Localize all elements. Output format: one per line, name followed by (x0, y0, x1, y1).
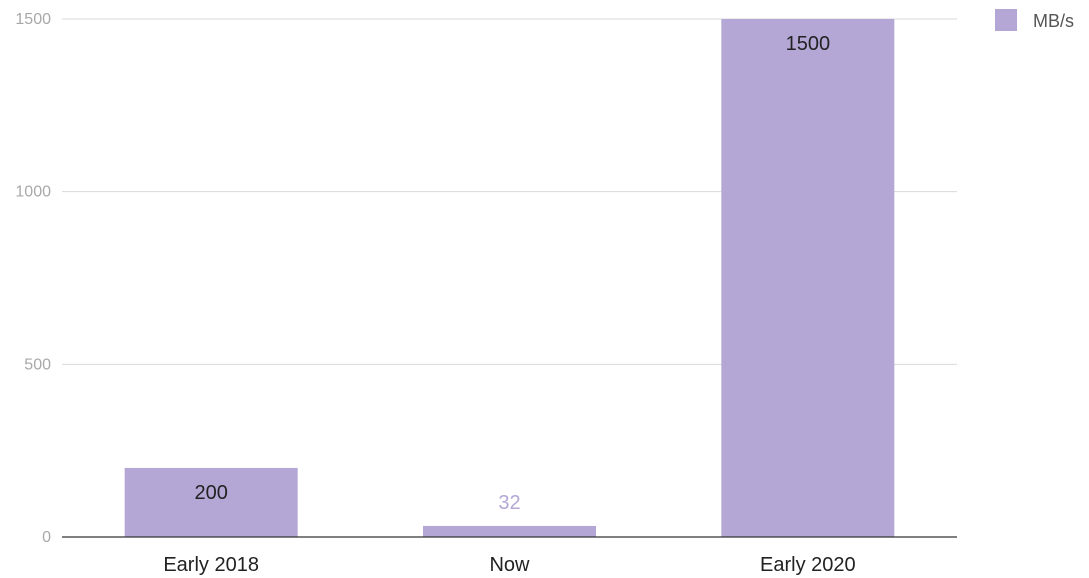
legend: MB/s (995, 9, 1074, 31)
data-labels: 200 32 1500 (194, 33, 830, 514)
legend-swatch (995, 9, 1017, 31)
legend-label: MB/s (1033, 11, 1074, 31)
data-label: 1500 (786, 33, 831, 55)
y-axis-ticks: 0 500 1000 1500 (15, 11, 51, 546)
x-tick-label: Early 2020 (760, 554, 856, 576)
bar (124, 467, 298, 537)
x-tick-label: Now (489, 554, 530, 576)
y-tick-label: 500 (24, 356, 51, 373)
bars (124, 19, 895, 537)
data-label: 32 (498, 492, 520, 514)
bar (423, 525, 596, 537)
data-label: 200 (194, 482, 227, 504)
x-tick-label: Early 2018 (163, 554, 259, 576)
y-tick-label: 0 (42, 529, 51, 546)
y-tick-label: 1500 (15, 11, 51, 28)
y-tick-label: 1000 (15, 184, 51, 201)
bar (721, 19, 895, 537)
x-axis-ticks: Early 2018 Now Early 2020 (163, 554, 855, 576)
